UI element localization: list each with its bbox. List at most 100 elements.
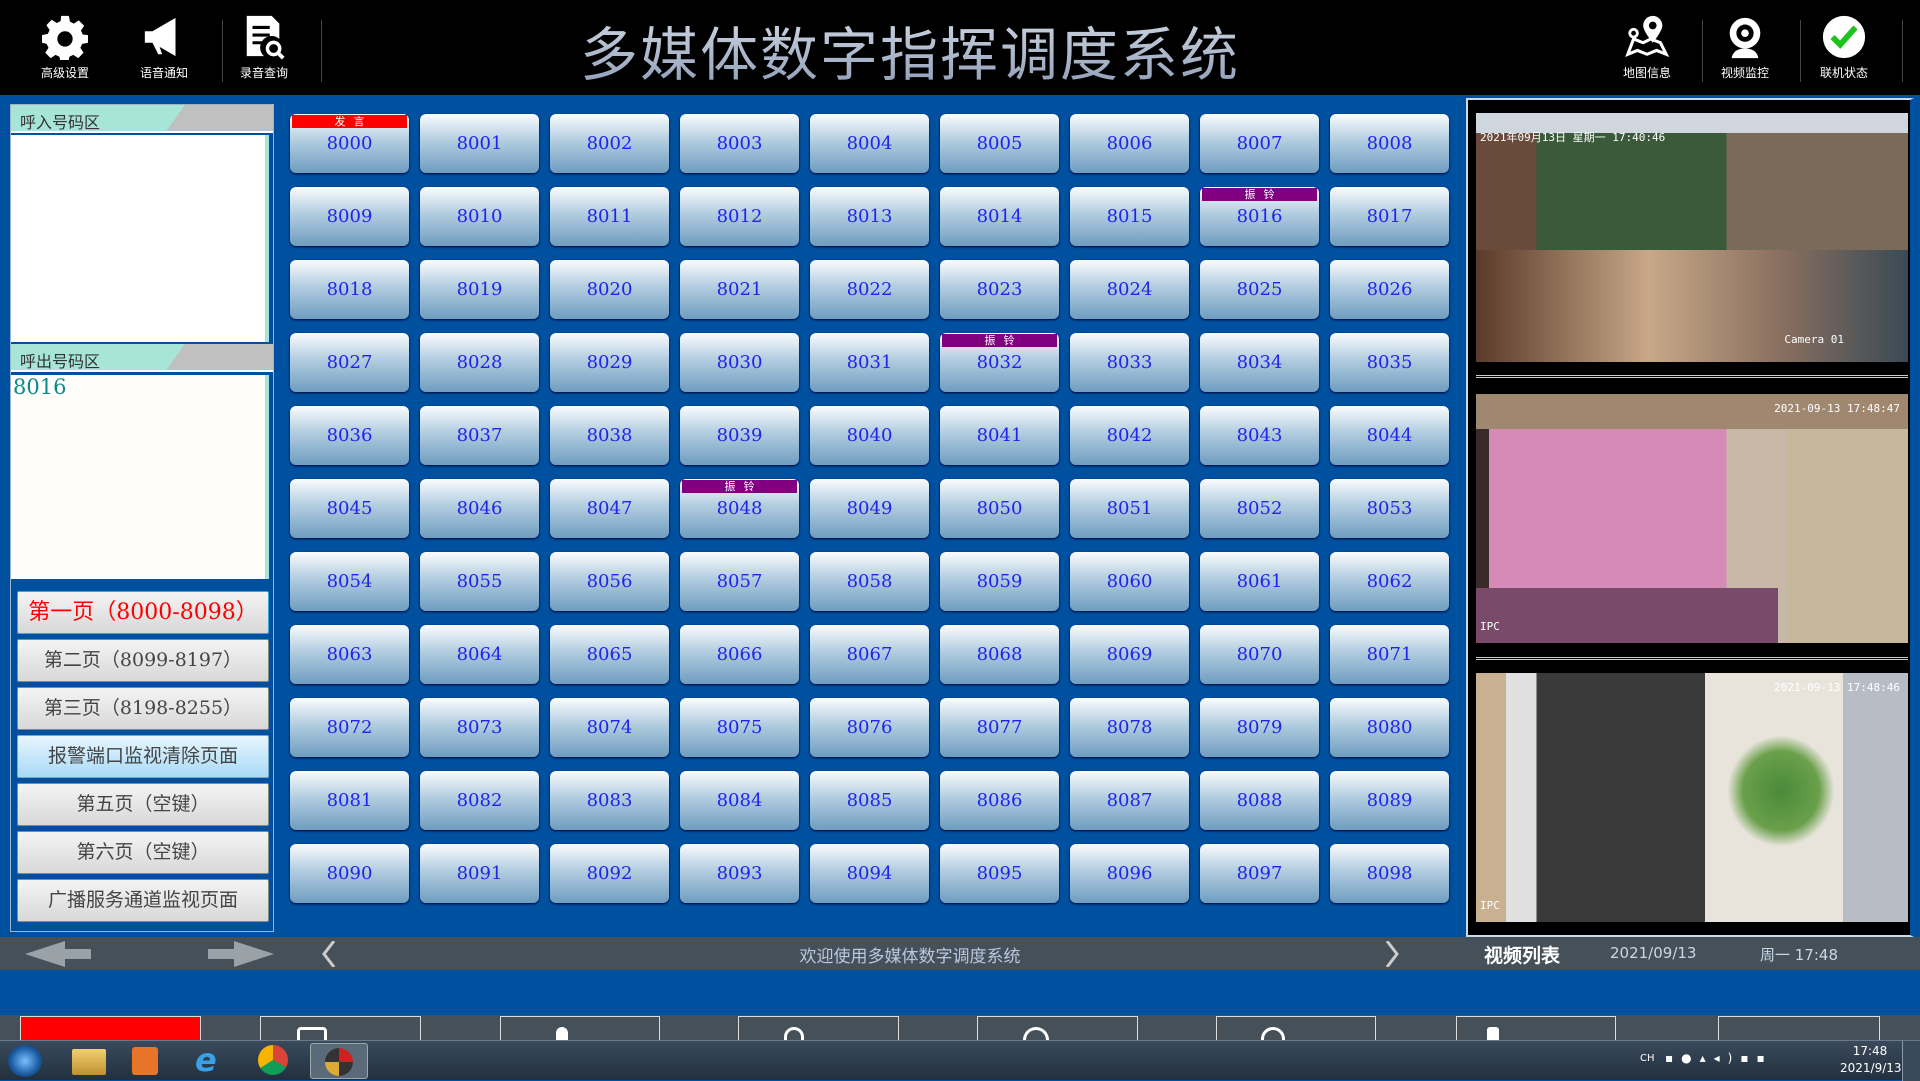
extension-button-8024[interactable]: 8024 [1070, 260, 1189, 319]
extension-button-8007[interactable]: 8007 [1200, 114, 1319, 173]
media-player-icon[interactable] [132, 1047, 158, 1075]
extension-button-8080[interactable]: 8080 [1330, 698, 1449, 757]
extension-button-8081[interactable]: 8081 [290, 771, 409, 830]
extension-button-8070[interactable]: 8070 [1200, 625, 1319, 684]
extension-button-8089[interactable]: 8089 [1330, 771, 1449, 830]
extension-button-8002[interactable]: 8002 [550, 114, 669, 173]
file-explorer-icon[interactable] [72, 1049, 106, 1075]
extension-button-8036[interactable]: 8036 [290, 406, 409, 465]
extension-button-8031[interactable]: 8031 [810, 333, 929, 392]
advanced-settings-button[interactable]: 高级设置 [20, 14, 110, 81]
extension-button-8041[interactable]: 8041 [940, 406, 1059, 465]
extension-button-8003[interactable]: 8003 [680, 114, 799, 173]
extension-button-8019[interactable]: 8019 [420, 260, 539, 319]
extension-button-8040[interactable]: 8040 [810, 406, 929, 465]
extension-button-8097[interactable]: 8097 [1200, 844, 1319, 903]
extension-button-8015[interactable]: 8015 [1070, 187, 1189, 246]
extension-button-8083[interactable]: 8083 [550, 771, 669, 830]
extension-button-8029[interactable]: 8029 [550, 333, 669, 392]
dispatch-app-taskbar-icon[interactable] [310, 1043, 368, 1079]
video-list-label[interactable]: 视频列表 [1484, 945, 1561, 967]
prev-arrow-icon[interactable] [25, 941, 91, 967]
extension-button-8051[interactable]: 8051 [1070, 479, 1189, 538]
video-feed-2[interactable]: 2021-09-13 17:48:47 IPC [1476, 394, 1908, 643]
extension-button-8017[interactable]: 8017 [1330, 187, 1449, 246]
extension-button-8026[interactable]: 8026 [1330, 260, 1449, 319]
extension-button-8038[interactable]: 8038 [550, 406, 669, 465]
extension-button-8049[interactable]: 8049 [810, 479, 929, 538]
video-feed-3[interactable]: 2021-09-13 17:48:46 IPC [1476, 673, 1908, 922]
action-button-3[interactable] [500, 1016, 660, 1040]
extension-button-8090[interactable]: 8090 [290, 844, 409, 903]
extension-button-8035[interactable]: 8035 [1330, 333, 1449, 392]
extension-button-8018[interactable]: 8018 [290, 260, 409, 319]
next-arrow-icon[interactable] [208, 941, 274, 967]
extension-button-8048[interactable]: 8048 振铃 [680, 479, 799, 538]
internet-explorer-icon[interactable]: e [195, 1041, 217, 1079]
extension-button-8069[interactable]: 8069 [1070, 625, 1189, 684]
extension-button-8054[interactable]: 8054 [290, 552, 409, 611]
extension-button-8055[interactable]: 8055 [420, 552, 539, 611]
extension-button-8056[interactable]: 8056 [550, 552, 669, 611]
extension-button-8009[interactable]: 8009 [290, 187, 409, 246]
recording-query-button[interactable]: 录音查询 [219, 14, 309, 81]
action-button-1[interactable] [20, 1016, 201, 1040]
extension-button-8093[interactable]: 8093 [680, 844, 799, 903]
scroll-right-icon[interactable] [1385, 941, 1401, 967]
extension-button-8076[interactable]: 8076 [810, 698, 929, 757]
extension-button-8000[interactable]: 8000 发言 [290, 114, 409, 173]
extension-button-8072[interactable]: 8072 [290, 698, 409, 757]
extension-button-8013[interactable]: 8013 [810, 187, 929, 246]
extension-button-8079[interactable]: 8079 [1200, 698, 1319, 757]
extension-button-8045[interactable]: 8045 [290, 479, 409, 538]
extension-button-8034[interactable]: 8034 [1200, 333, 1319, 392]
extension-button-8062[interactable]: 8062 [1330, 552, 1449, 611]
extension-button-8077[interactable]: 8077 [940, 698, 1059, 757]
extension-button-8059[interactable]: 8059 [940, 552, 1059, 611]
extension-button-8084[interactable]: 8084 [680, 771, 799, 830]
extension-button-8022[interactable]: 8022 [810, 260, 929, 319]
incoming-number-list[interactable] [11, 135, 269, 342]
online-status-button[interactable]: 联机状态 [1799, 14, 1889, 81]
extension-button-8052[interactable]: 8052 [1200, 479, 1319, 538]
extension-button-8085[interactable]: 8085 [810, 771, 929, 830]
page-button[interactable]: 第二页（8099-8197） [17, 639, 269, 682]
action-button-6[interactable] [1216, 1016, 1376, 1040]
show-desktop-button[interactable] [1902, 1041, 1920, 1081]
extension-button-8075[interactable]: 8075 [680, 698, 799, 757]
extension-button-8073[interactable]: 8073 [420, 698, 539, 757]
scroll-left-icon[interactable] [320, 941, 336, 967]
extension-button-8044[interactable]: 8044 [1330, 406, 1449, 465]
extension-button-8078[interactable]: 8078 [1070, 698, 1189, 757]
extension-button-8042[interactable]: 8042 [1070, 406, 1189, 465]
extension-button-8016[interactable]: 8016 振铃 [1200, 187, 1319, 246]
extension-button-8005[interactable]: 8005 [940, 114, 1059, 173]
extension-button-8092[interactable]: 8092 [550, 844, 669, 903]
extension-button-8028[interactable]: 8028 [420, 333, 539, 392]
video-feed-1[interactable]: 2021年09月13日 星期一 17:40:46 Camera 01 [1476, 113, 1908, 362]
extension-button-8067[interactable]: 8067 [810, 625, 929, 684]
extension-button-8087[interactable]: 8087 [1070, 771, 1189, 830]
extension-button-8025[interactable]: 8025 [1200, 260, 1319, 319]
extension-button-8001[interactable]: 8001 [420, 114, 539, 173]
page-button[interactable]: 第六页（空键） [17, 831, 269, 874]
extension-button-8065[interactable]: 8065 [550, 625, 669, 684]
extension-button-8088[interactable]: 8088 [1200, 771, 1319, 830]
page-button[interactable]: 第五页（空键） [17, 783, 269, 826]
extension-button-8033[interactable]: 8033 [1070, 333, 1189, 392]
extension-button-8096[interactable]: 8096 [1070, 844, 1189, 903]
language-indicator[interactable]: CH [1640, 1053, 1655, 1064]
extension-button-8057[interactable]: 8057 [680, 552, 799, 611]
extension-button-8039[interactable]: 8039 [680, 406, 799, 465]
map-info-button[interactable]: 地图信息 [1602, 14, 1692, 81]
chrome-icon[interactable] [258, 1045, 288, 1075]
extension-button-8095[interactable]: 8095 [940, 844, 1059, 903]
page-button[interactable]: 广播服务通道监视页面 [17, 879, 269, 922]
extension-button-8068[interactable]: 8068 [940, 625, 1059, 684]
extension-button-8071[interactable]: 8071 [1330, 625, 1449, 684]
extension-button-8086[interactable]: 8086 [940, 771, 1059, 830]
extension-button-8066[interactable]: 8066 [680, 625, 799, 684]
video-monitor-button[interactable]: 视频监控 [1700, 14, 1790, 81]
extension-button-8023[interactable]: 8023 [940, 260, 1059, 319]
extension-button-8058[interactable]: 8058 [810, 552, 929, 611]
